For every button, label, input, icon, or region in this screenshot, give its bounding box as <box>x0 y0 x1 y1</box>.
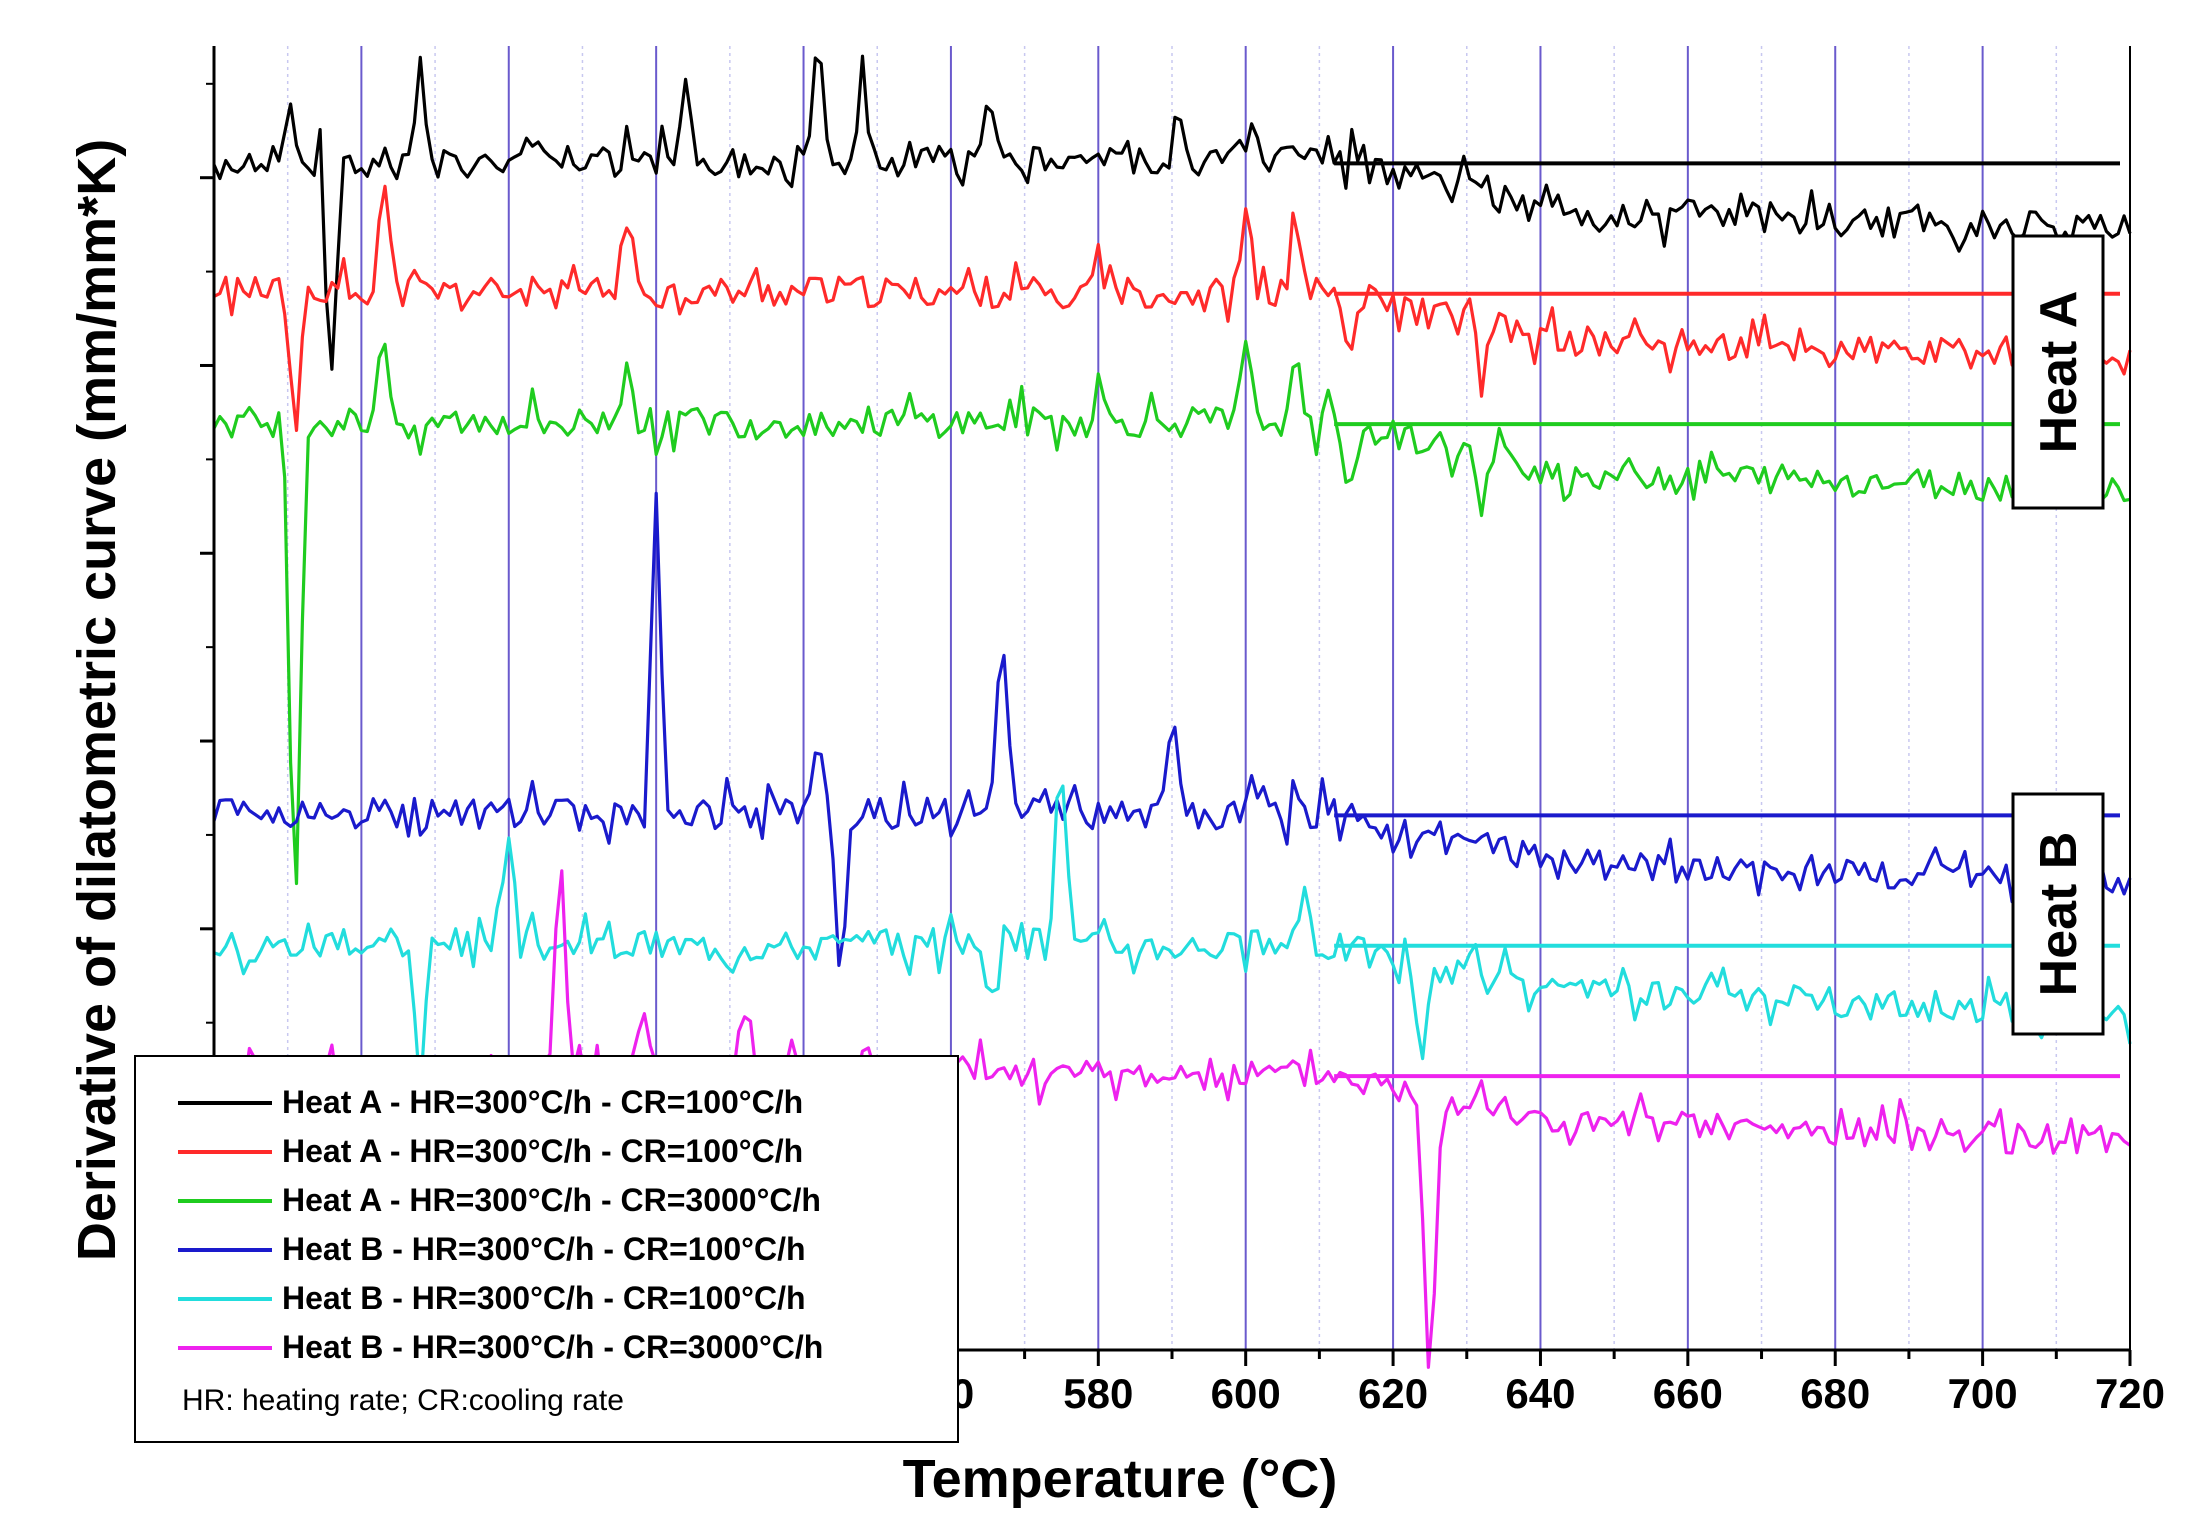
x-tick-label: 660 <box>1653 1370 1723 1417</box>
x-tick-label: 720 <box>2095 1370 2165 1417</box>
legend-box <box>134 1055 959 1443</box>
x-axis-title: Temperature (°C) <box>903 1449 1338 1509</box>
legend-label-2: Heat A - HR=300°C/h - CR=100°C/h <box>282 1133 803 1169</box>
legend-label-6: Heat B - HR=300°C/h - CR=3000°C/h <box>282 1329 823 1365</box>
heat-a-box: Heat A <box>2011 234 2105 510</box>
legend-label-5: Heat B - HR=300°C/h - CR=100°C/h <box>282 1280 806 1316</box>
x-tick-label: 700 <box>1948 1370 2018 1417</box>
legend-label-1: Heat A - HR=300°C/h - CR=100°C/h <box>282 1084 803 1120</box>
x-tick-label: 580 <box>1063 1370 1133 1417</box>
series-line-5 <box>213 784 2132 1096</box>
legend-note: HR: heating rate; CR:cooling rate <box>182 1384 624 1417</box>
x-tick-label: 620 <box>1358 1370 1428 1417</box>
legend: Heat A - HR=300°C/h - CR=100°C/h Heat A -… <box>134 1055 959 1443</box>
series-line-1 <box>212 54 2132 371</box>
series-line-4 <box>212 491 2132 968</box>
series-layer <box>212 54 2132 1369</box>
y-axis-title: Derivative of dilatometric curve (mm/mm*… <box>67 139 127 1261</box>
heat-a-label: Heat A <box>2030 291 2088 454</box>
legend-label-4: Heat B - HR=300°C/h - CR=100°C/h <box>282 1231 806 1267</box>
series-line-2 <box>213 184 2132 432</box>
x-tick-label: 600 <box>1211 1370 1281 1417</box>
x-tick-label: 680 <box>1800 1370 1870 1417</box>
x-tick-label: 640 <box>1505 1370 1575 1417</box>
legend-label-3: Heat A - HR=300°C/h - CR=3000°C/h <box>282 1182 821 1218</box>
heat-b-label: Heat B <box>2030 832 2088 997</box>
heat-b-box: Heat B <box>2011 792 2105 1036</box>
series-line-3 <box>212 339 2131 886</box>
